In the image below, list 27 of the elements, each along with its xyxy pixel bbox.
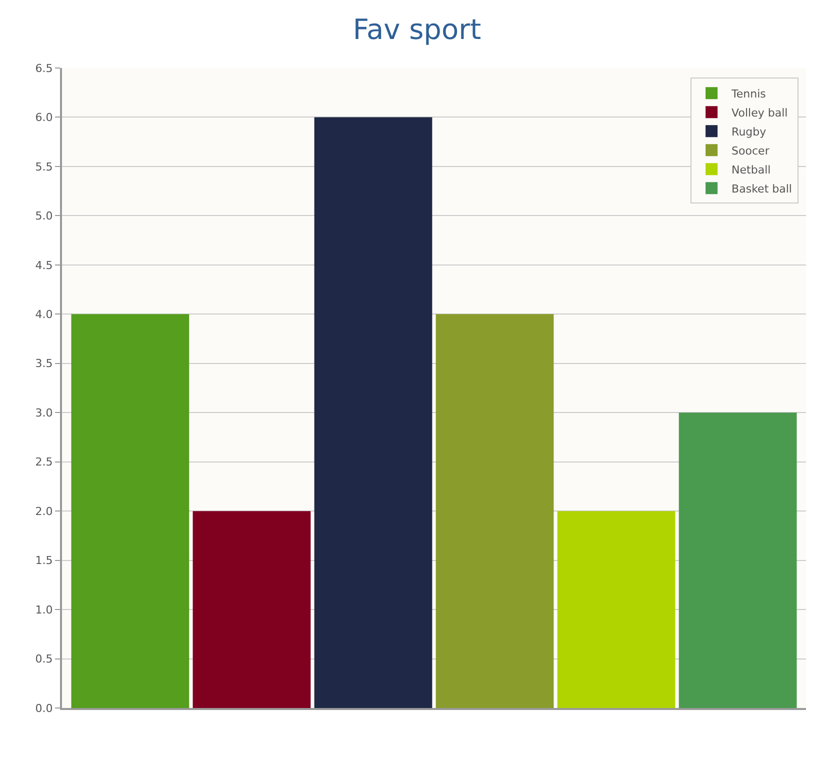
legend-label: Tennis <box>730 87 766 100</box>
legend-label: Volley ball <box>732 106 788 120</box>
bar <box>678 412 797 708</box>
legend-label: Netball <box>732 163 771 176</box>
y-tick-label: 0.0 <box>35 702 53 715</box>
y-tick-label: 4.0 <box>35 308 53 321</box>
bar <box>192 511 311 708</box>
y-tick-label: 5.5 <box>35 160 53 174</box>
legend-label: Basket ball <box>732 182 792 196</box>
bar <box>436 314 554 708</box>
y-tick-label: 4.5 <box>35 258 53 272</box>
y-tick-label: 6.0 <box>35 111 53 124</box>
bar <box>314 117 432 708</box>
y-tick-label: 6.5 <box>35 62 53 75</box>
y-tick-label: 5.0 <box>35 210 53 223</box>
bar <box>557 511 676 708</box>
legend-label: Soocer <box>732 144 770 158</box>
y-tick-label: 3.0 <box>35 406 53 420</box>
y-tick-label: 3.5 <box>35 357 53 370</box>
y-tick-label: 0.5 <box>35 652 53 666</box>
legend-label: Rugby <box>732 125 767 138</box>
y-tick-label: 2.0 <box>35 504 53 518</box>
y-tick-label: 2.5 <box>35 456 53 469</box>
chart-title: Fav sport <box>352 12 482 46</box>
y-tick-label: 1.0 <box>35 603 53 616</box>
y-tick-label: 1.5 <box>35 554 53 568</box>
bar <box>71 314 190 708</box>
